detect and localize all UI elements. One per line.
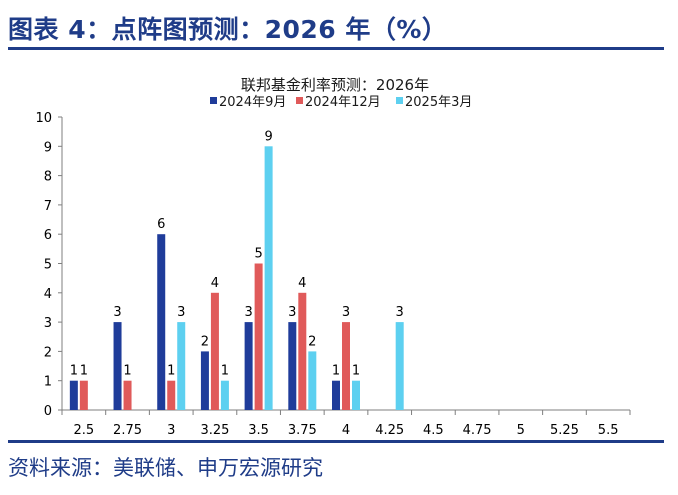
bar-value-label: 1 bbox=[123, 364, 131, 379]
source-note: 资料来源：美联储、申万宏源研究 bbox=[8, 456, 323, 480]
figure-title: 图表 4：点阵图预测：2026 年（%） bbox=[8, 15, 448, 44]
bar bbox=[332, 380, 340, 410]
bar-value-label: 3 bbox=[342, 305, 350, 320]
bar bbox=[177, 322, 186, 410]
x-tick-label: 2.5 bbox=[74, 423, 95, 438]
bar bbox=[244, 322, 253, 410]
x-axis: 2.5 2.75 3 3.25 3.5 3.75 4 4.25 4.5 4.75 5 5.25 5.5 bbox=[61, 409, 631, 438]
y-tick-label: 3 bbox=[44, 316, 52, 331]
x-tick-label: 4.5 bbox=[423, 423, 444, 438]
x-tick-label: 4.75 bbox=[463, 423, 492, 438]
x-tick-label: 3.5 bbox=[248, 423, 269, 438]
bar-value-label: 4 bbox=[211, 276, 219, 291]
y-tick-label: 4 bbox=[44, 287, 52, 302]
bar-value-label: 1 bbox=[80, 364, 88, 379]
bar bbox=[264, 146, 273, 411]
y-tick-label: 5 bbox=[44, 258, 52, 273]
bar-value-label: 3 bbox=[113, 305, 121, 320]
x-tick-label: 5.5 bbox=[598, 423, 619, 438]
y-tick-label: 1 bbox=[44, 375, 52, 390]
title-rule bbox=[8, 47, 664, 50]
bar-value-label: 2 bbox=[201, 334, 209, 349]
bar-value-label: 3 bbox=[177, 305, 185, 320]
bar-value-label: 3 bbox=[396, 305, 404, 320]
bar bbox=[69, 380, 78, 410]
bar bbox=[298, 292, 307, 410]
bar bbox=[308, 351, 317, 410]
bar-value-label: 3 bbox=[288, 305, 296, 320]
bar-value-label: 5 bbox=[254, 247, 262, 262]
bar-value-label: 4 bbox=[298, 276, 306, 291]
bar bbox=[79, 380, 88, 410]
bar bbox=[288, 322, 297, 410]
bar bbox=[123, 380, 132, 410]
bar-value-label: 1 bbox=[167, 364, 175, 379]
x-tick-label: 3.75 bbox=[288, 423, 317, 438]
bar bbox=[395, 322, 404, 410]
bar-value-label: 9 bbox=[264, 129, 272, 144]
chart-title: 联邦基金利率预测：2026年 bbox=[241, 76, 429, 94]
bar bbox=[157, 234, 166, 410]
bar-value-label: 2 bbox=[308, 334, 316, 349]
dot-plot-bar-chart: 联邦基金利率预测：2026年 2024年9月 2024年12月 2025年3月 0 1… bbox=[35, 76, 631, 438]
x-tick-label: 3 bbox=[167, 423, 175, 438]
legend-label-3: 2025年3月 bbox=[405, 95, 472, 110]
y-tick-label: 6 bbox=[44, 228, 52, 243]
bar bbox=[342, 322, 350, 410]
y-tick-label: 8 bbox=[44, 170, 52, 185]
y-tick-label: 10 bbox=[35, 111, 52, 126]
legend-swatch-2 bbox=[296, 97, 303, 104]
x-tick-label: 5.25 bbox=[550, 423, 579, 438]
bar bbox=[254, 263, 263, 410]
bars bbox=[69, 146, 404, 411]
bar-value-label: 1 bbox=[332, 364, 340, 379]
bar bbox=[220, 380, 229, 410]
y-tick-label: 7 bbox=[44, 199, 52, 214]
x-tick-label: 4 bbox=[342, 423, 350, 438]
y-tick-label: 2 bbox=[44, 345, 52, 360]
legend-swatch-3 bbox=[396, 97, 403, 104]
x-tick-label: 3.25 bbox=[200, 423, 229, 438]
bar bbox=[113, 322, 122, 410]
x-tick-label: 5 bbox=[517, 423, 525, 438]
bar-value-label: 1 bbox=[221, 364, 229, 379]
source-rule bbox=[8, 440, 664, 443]
bar-value-label: 1 bbox=[70, 364, 78, 379]
bar bbox=[200, 351, 209, 410]
bar-value-label: 1 bbox=[352, 364, 360, 379]
bar-value-label: 3 bbox=[244, 305, 252, 320]
x-tick-label: 2.75 bbox=[113, 423, 142, 438]
bar-value-label: 6 bbox=[157, 217, 165, 232]
y-axis: 0 1 2 3 4 5 6 7 8 9 10 bbox=[35, 111, 63, 419]
chart-legend: 2024年9月 2024年12月 2025年3月 bbox=[210, 95, 472, 110]
legend-label-1: 2024年9月 bbox=[219, 95, 286, 110]
legend-label-2: 2024年12月 bbox=[305, 95, 381, 110]
x-tick-label: 4.25 bbox=[375, 423, 404, 438]
y-tick-label: 0 bbox=[44, 404, 52, 419]
legend-swatch-1 bbox=[210, 97, 217, 104]
y-tick-label: 9 bbox=[44, 140, 52, 155]
bar bbox=[210, 292, 219, 410]
bar bbox=[352, 380, 360, 410]
bar bbox=[167, 380, 176, 410]
